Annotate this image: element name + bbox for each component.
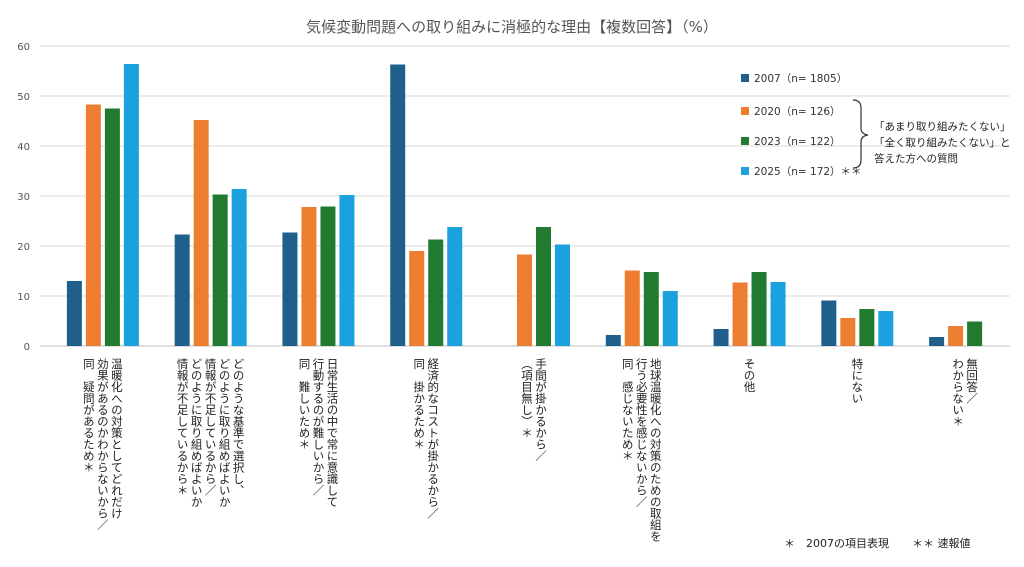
bracket-note-line: 「全く取り組みたくない」と xyxy=(874,136,1011,149)
x-tick-label: 同 疑問があるため＊ xyxy=(82,358,96,473)
bar xyxy=(713,329,729,346)
y-tick-label: 10 xyxy=(17,292,30,303)
bar xyxy=(821,300,837,346)
x-tick-label: 経済的なコストが掛かるから／ xyxy=(426,358,440,519)
x-tick-label: 情報が不足しているから／ xyxy=(204,358,218,496)
x-tick-label: 同 掛かるため＊ xyxy=(412,358,426,450)
bar xyxy=(66,281,82,346)
legend-label: 2023（n= 122） xyxy=(754,136,841,148)
x-tick-label: （項目無し）＊ xyxy=(520,358,534,439)
bar xyxy=(282,232,298,346)
x-tick-label: どのような基準で選択し、 xyxy=(232,358,246,496)
bar xyxy=(624,270,640,346)
bar xyxy=(770,282,786,346)
bar xyxy=(840,318,856,346)
legend-swatch xyxy=(741,167,749,175)
footnote-preliminary: ＊＊ 速報値 xyxy=(912,537,971,550)
x-tick-label: 手間が掛かるから／ xyxy=(534,357,548,461)
y-tick-label: 30 xyxy=(17,192,30,203)
bar xyxy=(536,227,551,346)
bars xyxy=(66,64,983,346)
y-tick-label: 40 xyxy=(17,142,30,153)
bar xyxy=(605,335,621,346)
x-tick-label: 行動するのが難しいから／ xyxy=(311,358,325,496)
x-tick-label: 情報が不足しているから＊ xyxy=(176,358,190,496)
x-tick-label: 地球温暖化への対策のための取組を xyxy=(649,358,663,542)
bar xyxy=(948,326,964,346)
x-tick-label: 同 難しいため＊ xyxy=(297,358,311,450)
bar xyxy=(339,195,355,346)
legend-swatch xyxy=(741,137,749,145)
x-tick-label: 温暖化への対策としてどれだけ xyxy=(110,357,124,519)
x-tick-label: 行う必要性を感じないから／ xyxy=(635,358,649,508)
y-tick-label: 50 xyxy=(17,92,30,103)
bar xyxy=(193,120,209,346)
chart-title: 気候変動問題への取り組みに消極的な理由【複数回答】（%） xyxy=(306,18,718,36)
bracket-note-line: 「あまり取り組みたくない」 xyxy=(874,120,1011,133)
legend-swatch xyxy=(741,107,749,115)
bar xyxy=(174,234,190,346)
x-tick-label: 無回答／ xyxy=(965,357,979,404)
x-tick-label: どのように取り組めばよいか xyxy=(190,358,204,508)
footnote-item-expression: ＊ 2007の項目表現 xyxy=(784,537,889,550)
bar xyxy=(390,64,406,346)
y-tick-label: 0 xyxy=(24,342,30,353)
bar xyxy=(555,244,570,346)
legend-swatch xyxy=(741,74,749,82)
bar xyxy=(929,337,945,346)
bar xyxy=(301,207,317,346)
x-tick-label: どのように取り組めばよいか xyxy=(218,358,232,508)
bar xyxy=(751,272,767,346)
x-tick-label: 特にない xyxy=(850,357,864,404)
legend-bracket xyxy=(852,99,869,169)
bar xyxy=(320,206,336,346)
bar xyxy=(104,108,120,346)
bar xyxy=(231,189,247,346)
bar xyxy=(967,321,983,346)
bar xyxy=(212,194,228,346)
bar xyxy=(447,227,463,346)
bar xyxy=(662,291,678,346)
y-tick-label: 20 xyxy=(17,242,30,253)
bar xyxy=(428,239,444,346)
x-tick-label: その他 xyxy=(743,358,757,393)
x-tick-label: 日常生活の中で常に意識して xyxy=(325,358,339,508)
legend: 2007（n= 1805） 2020（n= 126） 2023（n= 122） 202… xyxy=(741,73,862,178)
bar xyxy=(878,311,894,346)
bar xyxy=(123,64,139,346)
bar xyxy=(859,309,875,346)
y-axis: 0 10 20 30 40 50 60 xyxy=(17,42,30,353)
legend-label: 2007（n= 1805） xyxy=(754,73,847,85)
x-tick-label: 効果があるのかわからないから／ xyxy=(96,357,110,530)
bar xyxy=(409,251,425,346)
bar xyxy=(517,254,532,346)
legend-label: 2020（n= 126） xyxy=(754,106,841,118)
x-tick-label: わからない＊ xyxy=(951,358,965,427)
bar xyxy=(643,272,659,346)
x-tick-label: 同 感じないため＊ xyxy=(621,358,635,462)
y-tick-label: 60 xyxy=(17,42,30,53)
bar xyxy=(732,282,748,346)
legend-label: 2025（n= 172）＊＊ xyxy=(754,166,862,178)
bar xyxy=(85,104,101,346)
bracket-note-line: 答えた方への質問 xyxy=(874,152,958,165)
